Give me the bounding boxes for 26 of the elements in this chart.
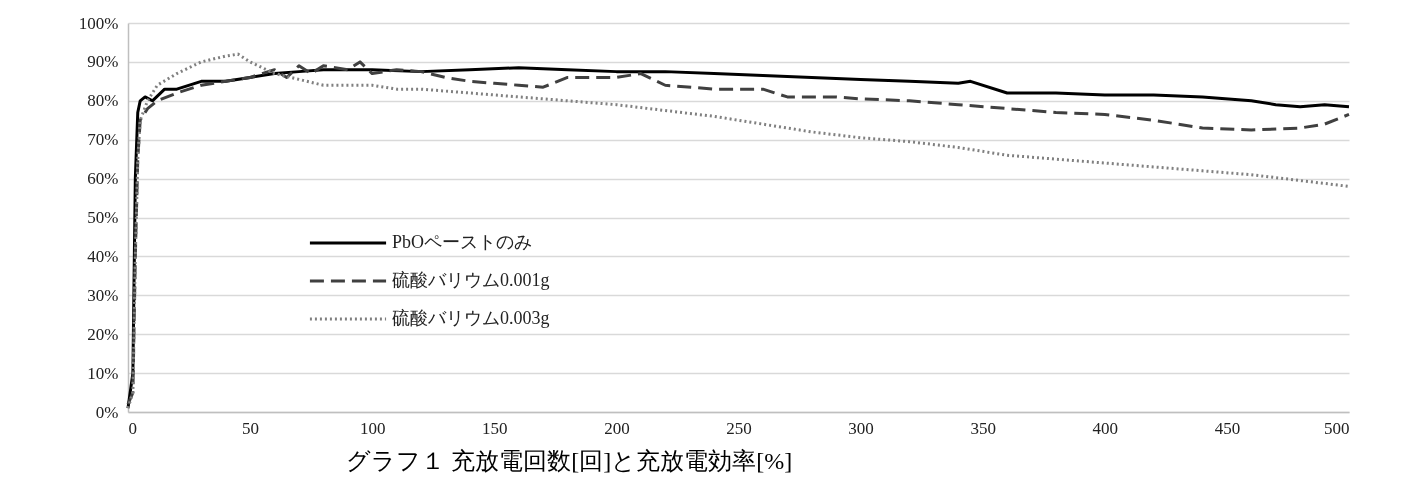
text: グラフ１ 充放電回数[回]と充放電効率[%]	[346, 448, 793, 474]
x-tick-label: 50	[242, 418, 260, 438]
legend-label: 硫酸バリウム0.001g	[392, 270, 550, 290]
x-tick-label: 450	[1214, 418, 1241, 438]
y-tick-label: 80%	[87, 91, 119, 111]
y-tick-label: 30%	[87, 285, 119, 305]
x-tick-label: 500	[1324, 418, 1350, 438]
x-tick-label: 350	[970, 418, 996, 438]
x-tick-label: 400	[1092, 418, 1119, 438]
y-tick-label: 0%	[95, 402, 119, 422]
legend-label: 硫酸バリウム0.003g	[392, 308, 550, 328]
y-tick-label: 70%	[87, 130, 119, 150]
y-tick-label: 50%	[87, 208, 119, 227]
y-tick-label: 60%	[87, 169, 119, 189]
y-tick-label: 40%	[87, 246, 119, 266]
y-tick-label: 10%	[87, 363, 119, 383]
x-tick-label: 300	[848, 418, 874, 438]
y-tick-label: 20%	[87, 324, 119, 344]
x-tick-label: 250	[726, 418, 752, 438]
x-tick-label: 0	[128, 418, 137, 438]
x-tick-label: 100	[359, 418, 386, 438]
y-tick-label: 90%	[87, 52, 119, 72]
legend-label: PbOペーストのみ	[392, 232, 533, 252]
x-tick-label: 150	[482, 418, 508, 438]
x-tick-label: 200	[604, 418, 630, 438]
y-tick-label: 100%	[78, 13, 119, 33]
